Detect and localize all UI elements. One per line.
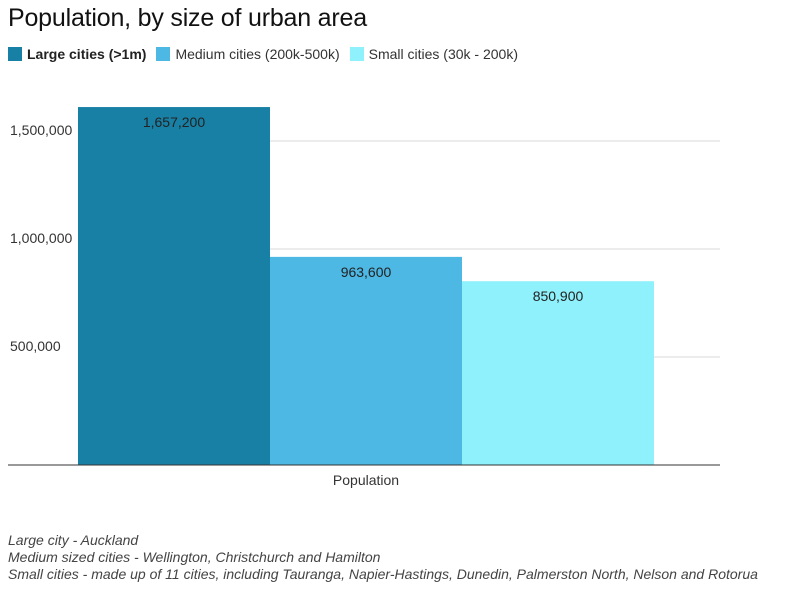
y-tick-label: 500,000 xyxy=(10,338,61,354)
legend-swatch-medium-cities xyxy=(156,47,171,61)
chart-notes: Large city - Auckland Medium sized citie… xyxy=(8,532,788,583)
legend-swatch-large-cities xyxy=(8,47,22,61)
y-tick-label: 1,000,000 xyxy=(10,230,72,246)
note-large-city: Large city - Auckland xyxy=(8,532,139,548)
bar-chart: 500,000 1,000,000 1,500,000 1,657,200 963,60… xyxy=(8,107,720,488)
legend-swatch-small-cities xyxy=(349,47,364,61)
data-label: 963,600 xyxy=(341,264,392,280)
bar-small-cities xyxy=(462,281,654,465)
legend-label-large-cities: Large cities (>1m) xyxy=(27,46,147,62)
data-label: 1,657,200 xyxy=(143,114,205,130)
legend-label-small-cities: Small cities (30k - 200k) xyxy=(368,46,518,62)
note-medium-cities: Medium sized cities - Wellington, Christ… xyxy=(8,549,381,565)
x-category-label: Population xyxy=(333,472,399,488)
legend-label-medium-cities: Medium cities (200k-500k) xyxy=(175,46,340,62)
chart-title: Population, by size of urban area xyxy=(8,4,367,32)
legend-item-large-cities[interactable]: Large cities (>1m) xyxy=(8,46,146,62)
data-label: 850,900 xyxy=(533,288,584,304)
note-small-cities: Small cities - made up of 11 cities, inc… xyxy=(8,566,758,582)
legend-item-medium-cities[interactable]: Medium cities (200k-500k) xyxy=(156,46,340,62)
y-tick-label: 1,500,000 xyxy=(10,122,72,138)
legend-item-small-cities[interactable]: Small cities (30k - 200k) xyxy=(349,46,518,62)
bar-large-cities xyxy=(78,107,270,465)
bar-medium-cities xyxy=(270,256,462,465)
chart-legend: Large cities (>1m) Medium cities (200k-5… xyxy=(8,46,528,62)
